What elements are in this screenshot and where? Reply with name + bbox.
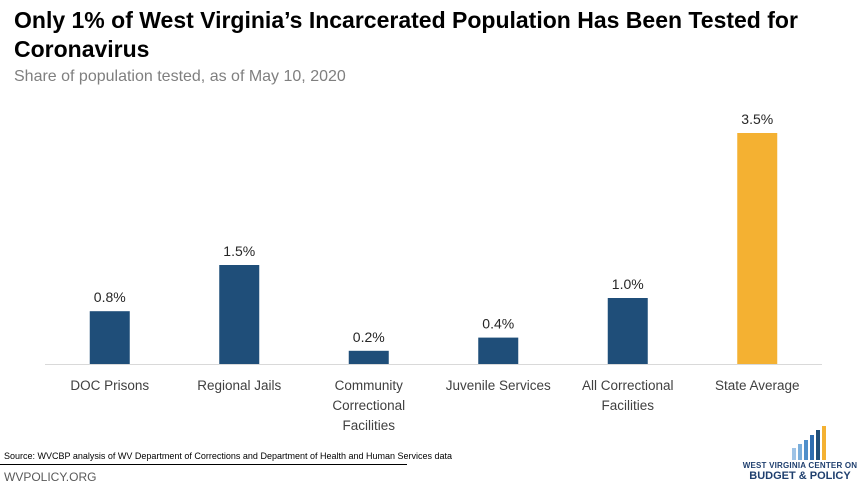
source-note: Source: WVCBP analysis of WV Department … <box>4 451 453 461</box>
wvcbp-logo: WEST VIRGINIA CENTER ON BUDGET & POLICY <box>740 424 860 488</box>
chart-title: Only 1% of West Virginia’s Incarcerated … <box>14 7 798 62</box>
bar-4 <box>607 298 648 364</box>
logo-bars-icon <box>792 426 826 460</box>
category-label-5: State Average <box>715 378 800 393</box>
category-label-3: Juvenile Services <box>446 378 551 393</box>
category-label-1: Regional Jails <box>197 378 281 393</box>
data-label-2: 0.2% <box>353 329 385 345</box>
chart-subtitle: Share of population tested, as of May 10… <box>14 68 346 85</box>
source-divider <box>0 464 407 465</box>
site-url: WVPOLICY.ORG <box>4 470 97 484</box>
logo-line1: WEST VIRGINIA CENTER ON <box>742 461 858 470</box>
data-label-4: 1.0% <box>612 276 644 292</box>
category-label-0: DOC Prisons <box>70 378 149 393</box>
category-label-2: Community Correctional Facilities <box>332 378 405 433</box>
category-label-4: All Correctional Facilities <box>582 378 674 413</box>
data-label-1: 1.5% <box>223 243 255 259</box>
data-label-5: 3.5% <box>741 111 773 127</box>
data-label-3: 0.4% <box>482 316 514 332</box>
bar-5 <box>737 133 778 364</box>
bar-3 <box>478 337 519 364</box>
bar-1 <box>219 265 260 364</box>
data-label-0: 0.8% <box>94 289 126 305</box>
bar-2 <box>348 350 389 364</box>
bar-chart: 0.8% DOC Prisons 1.5% Regional Jails 0.2% Com… <box>45 111 822 433</box>
logo-line2: BUDGET & POLICY <box>749 470 851 482</box>
bar-0 <box>89 311 130 364</box>
